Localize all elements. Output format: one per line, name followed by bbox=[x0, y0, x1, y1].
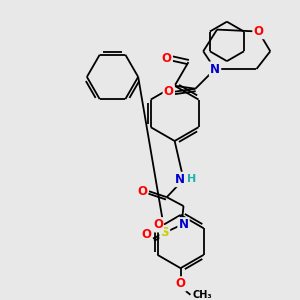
Text: H: H bbox=[187, 174, 196, 184]
Text: N: N bbox=[175, 173, 184, 186]
Text: O: O bbox=[153, 218, 163, 231]
Text: O: O bbox=[137, 185, 147, 198]
Text: O: O bbox=[162, 52, 172, 65]
Text: N: N bbox=[210, 62, 220, 76]
Text: CH₃: CH₃ bbox=[192, 290, 212, 300]
Text: O: O bbox=[176, 278, 186, 290]
Text: O: O bbox=[141, 228, 151, 241]
Text: O: O bbox=[164, 85, 174, 98]
Text: N: N bbox=[178, 218, 188, 231]
Text: O: O bbox=[254, 25, 263, 38]
Text: S: S bbox=[160, 226, 169, 239]
